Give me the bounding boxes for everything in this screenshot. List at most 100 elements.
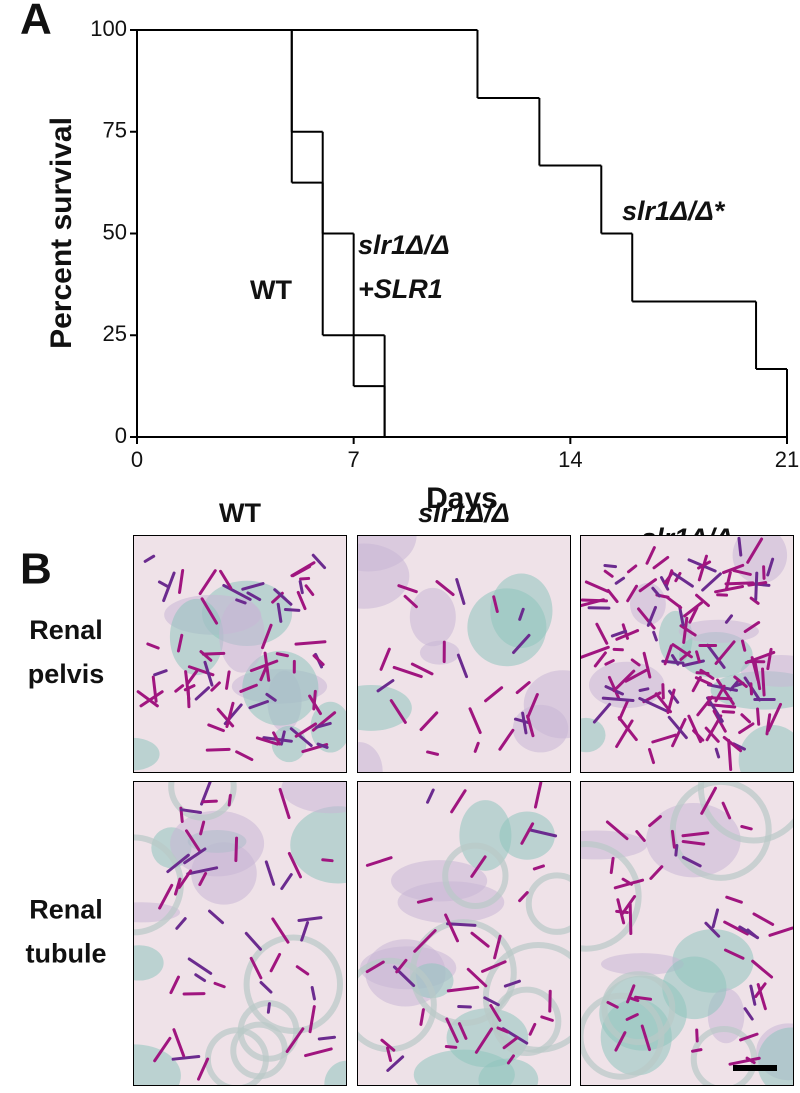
hypha: [146, 642, 160, 650]
hypha: [706, 643, 726, 669]
hypha: [609, 856, 615, 875]
hypha: [248, 700, 270, 710]
hypha: [527, 828, 558, 838]
hypha: [512, 633, 531, 654]
hypha: [652, 630, 658, 642]
hypha: [389, 699, 407, 724]
x-tick-label: 14: [558, 447, 582, 472]
hypha: [183, 847, 207, 865]
hypha: [625, 1013, 639, 1021]
hypha: [768, 926, 794, 937]
hypha: [291, 565, 312, 578]
hypha: [648, 815, 662, 828]
tissue: [601, 953, 684, 975]
hypha: [766, 702, 783, 733]
hypha: [635, 830, 646, 842]
hypha: [392, 665, 423, 679]
hypha: [365, 960, 385, 974]
hypha: [304, 1047, 333, 1058]
hypha: [727, 738, 733, 771]
tissue: [219, 598, 265, 673]
row-label: Renal tubule: [26, 895, 107, 969]
hypha: [249, 659, 279, 673]
hypha: [466, 967, 488, 988]
hypha: [743, 1007, 754, 1021]
hypha: [269, 952, 282, 973]
hypha: [666, 688, 676, 715]
hypha: [651, 586, 661, 598]
series-label: slr1Δ/Δ*: [622, 196, 726, 226]
hypha: [210, 681, 221, 692]
hypha: [239, 683, 258, 693]
hypha: [738, 925, 760, 940]
hypha: [626, 984, 636, 1004]
tubule: [580, 841, 642, 952]
hypha: [201, 651, 226, 656]
hypha: [630, 658, 641, 667]
hypha: [227, 793, 232, 807]
hypha: [503, 979, 521, 988]
hypha: [743, 621, 761, 634]
hypha: [410, 662, 434, 676]
hypha: [518, 607, 525, 621]
hypha: [179, 808, 203, 815]
hypha: [721, 801, 732, 820]
hypha: [604, 659, 615, 666]
hypha: [176, 633, 184, 653]
hypha: [205, 747, 231, 752]
hypha: [275, 652, 289, 658]
hypha: [615, 719, 634, 749]
hypha: [533, 781, 543, 809]
hypha: [283, 608, 301, 612]
hypha: [317, 1035, 337, 1041]
hypha: [761, 667, 766, 697]
hypha: [711, 908, 720, 929]
hypha: [213, 981, 226, 989]
hypha: [186, 669, 199, 686]
tubule: [168, 781, 237, 821]
hypha: [697, 554, 708, 582]
hypha: [696, 695, 714, 717]
hypha: [645, 546, 656, 565]
hypha: [174, 684, 185, 693]
hypha: [766, 557, 775, 577]
hypha: [169, 975, 180, 995]
hypha: [450, 789, 467, 814]
hypha: [255, 736, 279, 746]
hypha: [157, 580, 171, 589]
hypha: [614, 1031, 627, 1052]
hypha: [316, 742, 329, 749]
tubule: [697, 781, 794, 844]
hypha: [526, 714, 535, 738]
hypha: [197, 1057, 210, 1081]
hypha: [259, 981, 273, 994]
hypha: [426, 788, 435, 804]
tissue: [738, 725, 794, 773]
y-axis-title: Percent survival: [45, 117, 78, 349]
hypha: [651, 733, 678, 744]
hypha: [426, 750, 440, 756]
hypha: [610, 629, 628, 638]
hypha: [457, 1022, 468, 1040]
hypha: [474, 1027, 494, 1054]
hypha: [754, 571, 759, 601]
hypha: [626, 564, 638, 574]
hypha: [184, 829, 202, 854]
hypha: [749, 984, 757, 1006]
hypha: [289, 727, 313, 747]
hypha: [172, 1028, 186, 1058]
hypha: [624, 668, 648, 683]
hypha: [276, 602, 283, 623]
hypha: [752, 912, 775, 926]
tissue: [419, 640, 460, 665]
hypha: [273, 588, 293, 606]
hypha: [208, 909, 225, 925]
hypha: [244, 931, 262, 951]
hypha: [652, 555, 670, 570]
hypha: [297, 916, 323, 923]
hypha: [395, 958, 408, 974]
hypha: [386, 1055, 405, 1072]
hypha: [419, 1008, 425, 1026]
hypha: [744, 650, 776, 665]
